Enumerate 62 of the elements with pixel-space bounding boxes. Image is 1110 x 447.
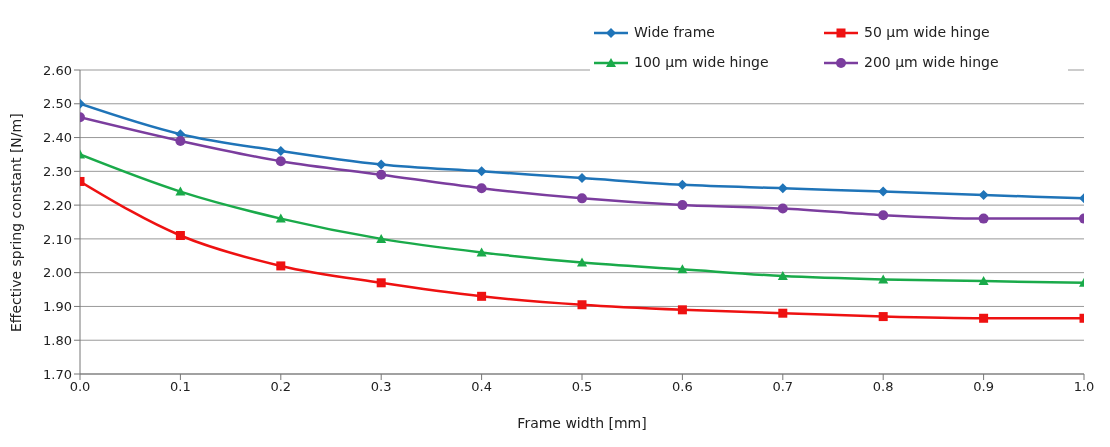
point (275, 146, 286, 157)
point (477, 291, 487, 301)
point (778, 308, 788, 318)
point (978, 189, 989, 200)
y-tick-label: 2.10 (43, 231, 72, 247)
x-tick-label: 0.5 (571, 379, 593, 395)
x-tick-label: 0.4 (471, 379, 492, 395)
y-tick-label: 2.20 (43, 197, 72, 213)
point (175, 135, 186, 146)
point (577, 173, 587, 184)
y-tick-label: 1.80 (43, 332, 72, 348)
y-tick-label: 2.40 (43, 130, 72, 146)
x-tick-label: 0.1 (170, 379, 191, 395)
point (677, 305, 687, 315)
legend-label: Wide frame (634, 24, 715, 40)
point (577, 193, 587, 204)
x-tick-label: 0.3 (370, 379, 392, 395)
point (376, 159, 387, 170)
y-tick-label: 2.60 (43, 62, 72, 78)
point (175, 231, 185, 241)
point (979, 313, 989, 323)
legend-label: 200 µm wide hinge (864, 54, 999, 70)
point (276, 261, 286, 271)
point (376, 233, 387, 243)
point (677, 200, 688, 211)
x-tick-label: 0.7 (772, 379, 794, 395)
point (777, 183, 788, 194)
y-axis-title: Effective spring constant [N/m] (7, 113, 24, 332)
y-tick-label: 2.30 (43, 163, 72, 179)
point (376, 169, 387, 180)
point (677, 179, 688, 190)
point (376, 278, 386, 288)
point (476, 247, 487, 257)
point (677, 264, 688, 274)
point (777, 271, 788, 281)
x-axis-title: Frame width [mm] (517, 415, 647, 431)
legend-label: 50 µm wide hinge (864, 24, 990, 40)
point (878, 210, 889, 221)
point (275, 213, 286, 223)
point (978, 213, 989, 224)
point (878, 274, 889, 284)
point (777, 203, 788, 214)
y-tick-label: 2.50 (43, 96, 72, 112)
x-tick-label: 0.0 (69, 379, 91, 395)
y-tick-label: 1.90 (43, 299, 72, 315)
x-tick-label: 0.6 (672, 379, 693, 395)
x-tick-label: 0.9 (973, 379, 994, 395)
point (275, 156, 286, 167)
x-tick-label: 0.8 (872, 379, 894, 395)
point (577, 300, 587, 310)
legend-label: 100 µm wide hinge (634, 54, 769, 70)
x-tick-label: 0.2 (270, 379, 292, 395)
point (878, 312, 888, 322)
y-tick-label: 1.70 (43, 366, 72, 382)
point (476, 183, 487, 194)
point (978, 276, 989, 286)
y-tick-label: 2.00 (43, 265, 72, 281)
point (878, 186, 889, 197)
x-tick-label: 1.0 (1073, 379, 1095, 395)
point (175, 186, 186, 196)
point (577, 257, 587, 267)
point (476, 166, 487, 177)
